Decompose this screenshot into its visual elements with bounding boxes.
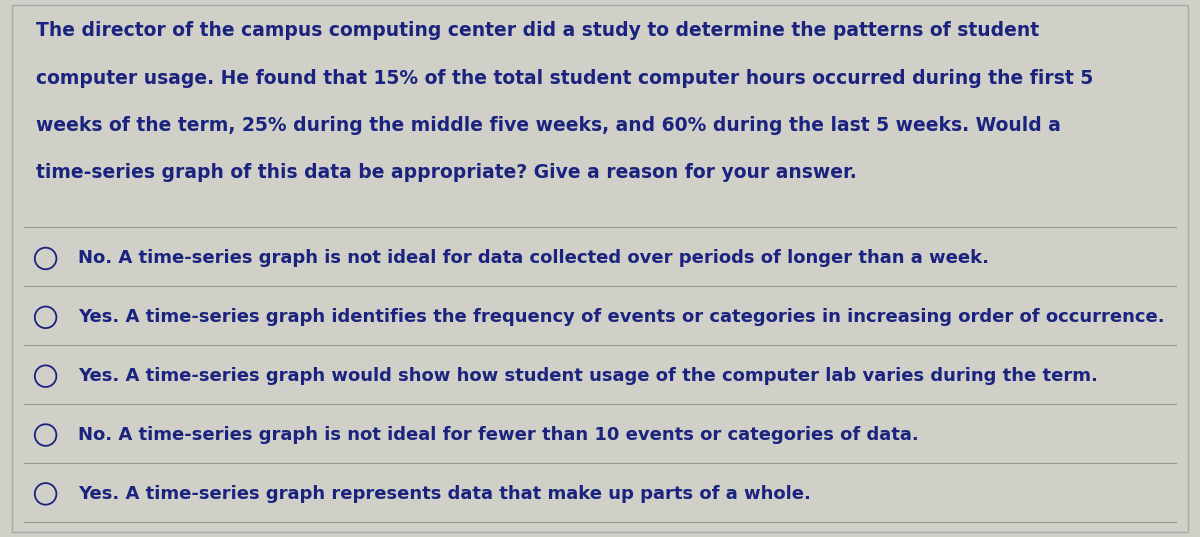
Text: time-series graph of this data be appropriate? Give a reason for your answer.: time-series graph of this data be approp… (36, 163, 857, 182)
Text: weeks of the term, 25% during the middle five weeks, and 60% during the last 5 w: weeks of the term, 25% during the middle… (36, 116, 1061, 135)
Text: Yes. A time-series graph would show how student usage of the computer lab varies: Yes. A time-series graph would show how … (78, 367, 1098, 385)
Text: No. A time-series graph is not ideal for fewer than 10 events or categories of d: No. A time-series graph is not ideal for… (78, 426, 919, 444)
Text: No. A time-series graph is not ideal for data collected over periods of longer t: No. A time-series graph is not ideal for… (78, 250, 989, 267)
Text: computer usage. He found that 15% of the total student computer hours occurred d: computer usage. He found that 15% of the… (36, 69, 1093, 88)
Text: The director of the campus computing center did a study to determine the pattern: The director of the campus computing cen… (36, 21, 1039, 40)
Text: Yes. A time-series graph represents data that make up parts of a whole.: Yes. A time-series graph represents data… (78, 485, 811, 503)
Text: Yes. A time-series graph identifies the frequency of events or categories in inc: Yes. A time-series graph identifies the … (78, 308, 1165, 326)
